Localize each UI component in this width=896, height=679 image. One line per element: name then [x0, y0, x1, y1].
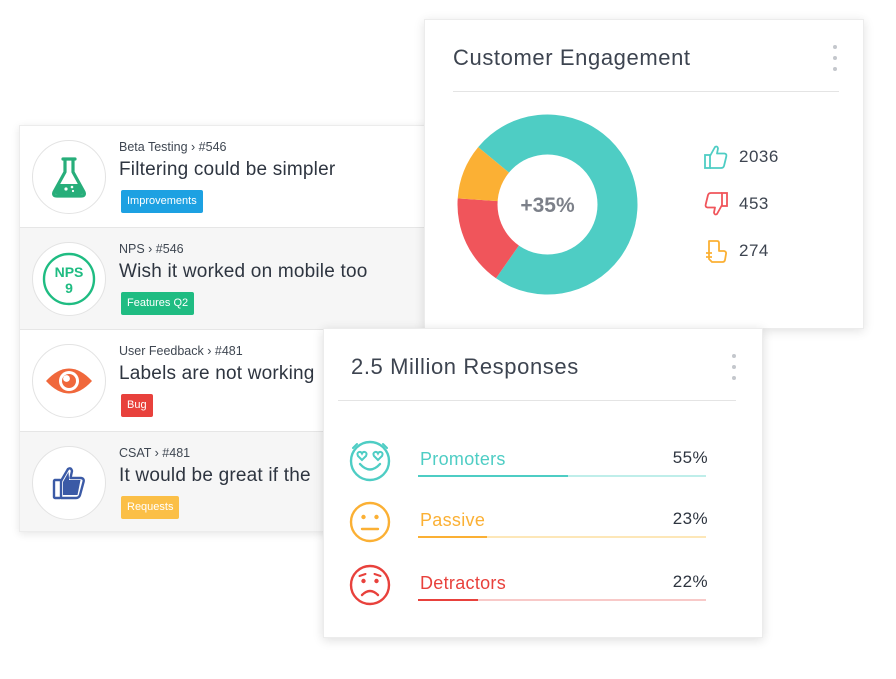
passive-bar	[418, 536, 706, 538]
nps-icon: NPS 9	[42, 252, 96, 306]
flask-icon	[52, 157, 86, 198]
breadcrumb: NPS › #546	[119, 242, 184, 256]
thumbs-up-icon	[704, 145, 728, 169]
frown-face-icon	[349, 564, 391, 606]
nps-icon-score: 9	[65, 280, 73, 296]
list-item[interactable]: Beta Testing › #546 Filtering could be s…	[20, 126, 448, 228]
dislikes-count: 453	[739, 194, 769, 213]
thumbs-up-icon	[52, 467, 85, 500]
detractors-label: Detractors	[420, 573, 507, 593]
stat-neutral: 274	[703, 237, 769, 265]
list-item[interactable]: User Feedback › #481 Labels are not work…	[20, 330, 448, 432]
donut-chart: +35%	[457, 114, 638, 295]
likes-count: 2036	[739, 147, 779, 166]
detractors-row: Detractors 22%	[348, 563, 708, 613]
avatar	[32, 344, 106, 418]
divider	[453, 91, 839, 92]
tag-badge[interactable]: Improvements	[121, 190, 203, 213]
feedback-title[interactable]: It would be great if the	[119, 465, 311, 486]
breadcrumb: Beta Testing › #546	[119, 140, 227, 154]
promoters-bar-fill	[418, 475, 568, 477]
neutral-count: 274	[739, 241, 769, 260]
detractors-pct: 22%	[672, 572, 708, 591]
responses-card: 2.5 Million Responses Promoters 55% Pass…	[323, 328, 763, 638]
promoters-row: Promoters 55%	[348, 439, 708, 489]
breadcrumb: CSAT › #481	[119, 446, 191, 460]
donut-center-label: +35%	[520, 194, 575, 217]
engagement-card: Customer Engagement +35% 2036 453 274	[424, 19, 864, 329]
promoters-pct: 55%	[672, 448, 708, 467]
passive-label: Passive	[420, 510, 486, 530]
tag-badge[interactable]: Features Q2	[121, 292, 195, 315]
promoters-bar	[418, 475, 706, 477]
stat-likes: 2036	[703, 143, 779, 171]
feedback-title[interactable]: Filtering could be simpler	[119, 159, 336, 180]
neutral-face-icon	[349, 501, 391, 543]
neutral-hand-icon	[706, 240, 727, 263]
feedback-title[interactable]: Labels are not working	[119, 363, 315, 384]
more-options-icon[interactable]	[832, 45, 838, 71]
passive-pct: 23%	[672, 509, 708, 528]
nps-icon-label: NPS	[55, 264, 84, 280]
avatar: NPS 9	[32, 242, 106, 316]
avatar	[32, 446, 106, 520]
list-item[interactable]: NPS 9 NPS › #546 Wish it worked on mobil…	[20, 228, 448, 330]
breadcrumb: User Feedback › #481	[119, 344, 243, 358]
stat-dislikes: 453	[703, 190, 769, 218]
card-title: 2.5 Million Responses	[351, 354, 579, 379]
card-title: Customer Engagement	[453, 45, 691, 70]
thumbs-down-icon	[704, 192, 728, 216]
detractors-bar-fill	[418, 599, 479, 601]
heart-eyes-icon	[349, 440, 391, 482]
tag-badge[interactable]: Bug	[121, 394, 153, 417]
tag-badge[interactable]: Requests	[121, 496, 180, 519]
detractors-bar	[418, 599, 706, 601]
promoters-label: Promoters	[420, 449, 506, 469]
passive-row: Passive 23%	[348, 500, 708, 550]
more-options-icon[interactable]	[731, 354, 737, 380]
eye-icon	[46, 368, 92, 394]
feedback-title[interactable]: Wish it worked on mobile too	[119, 261, 368, 282]
divider	[338, 400, 736, 401]
avatar	[32, 140, 106, 214]
passive-bar-fill	[418, 536, 488, 538]
